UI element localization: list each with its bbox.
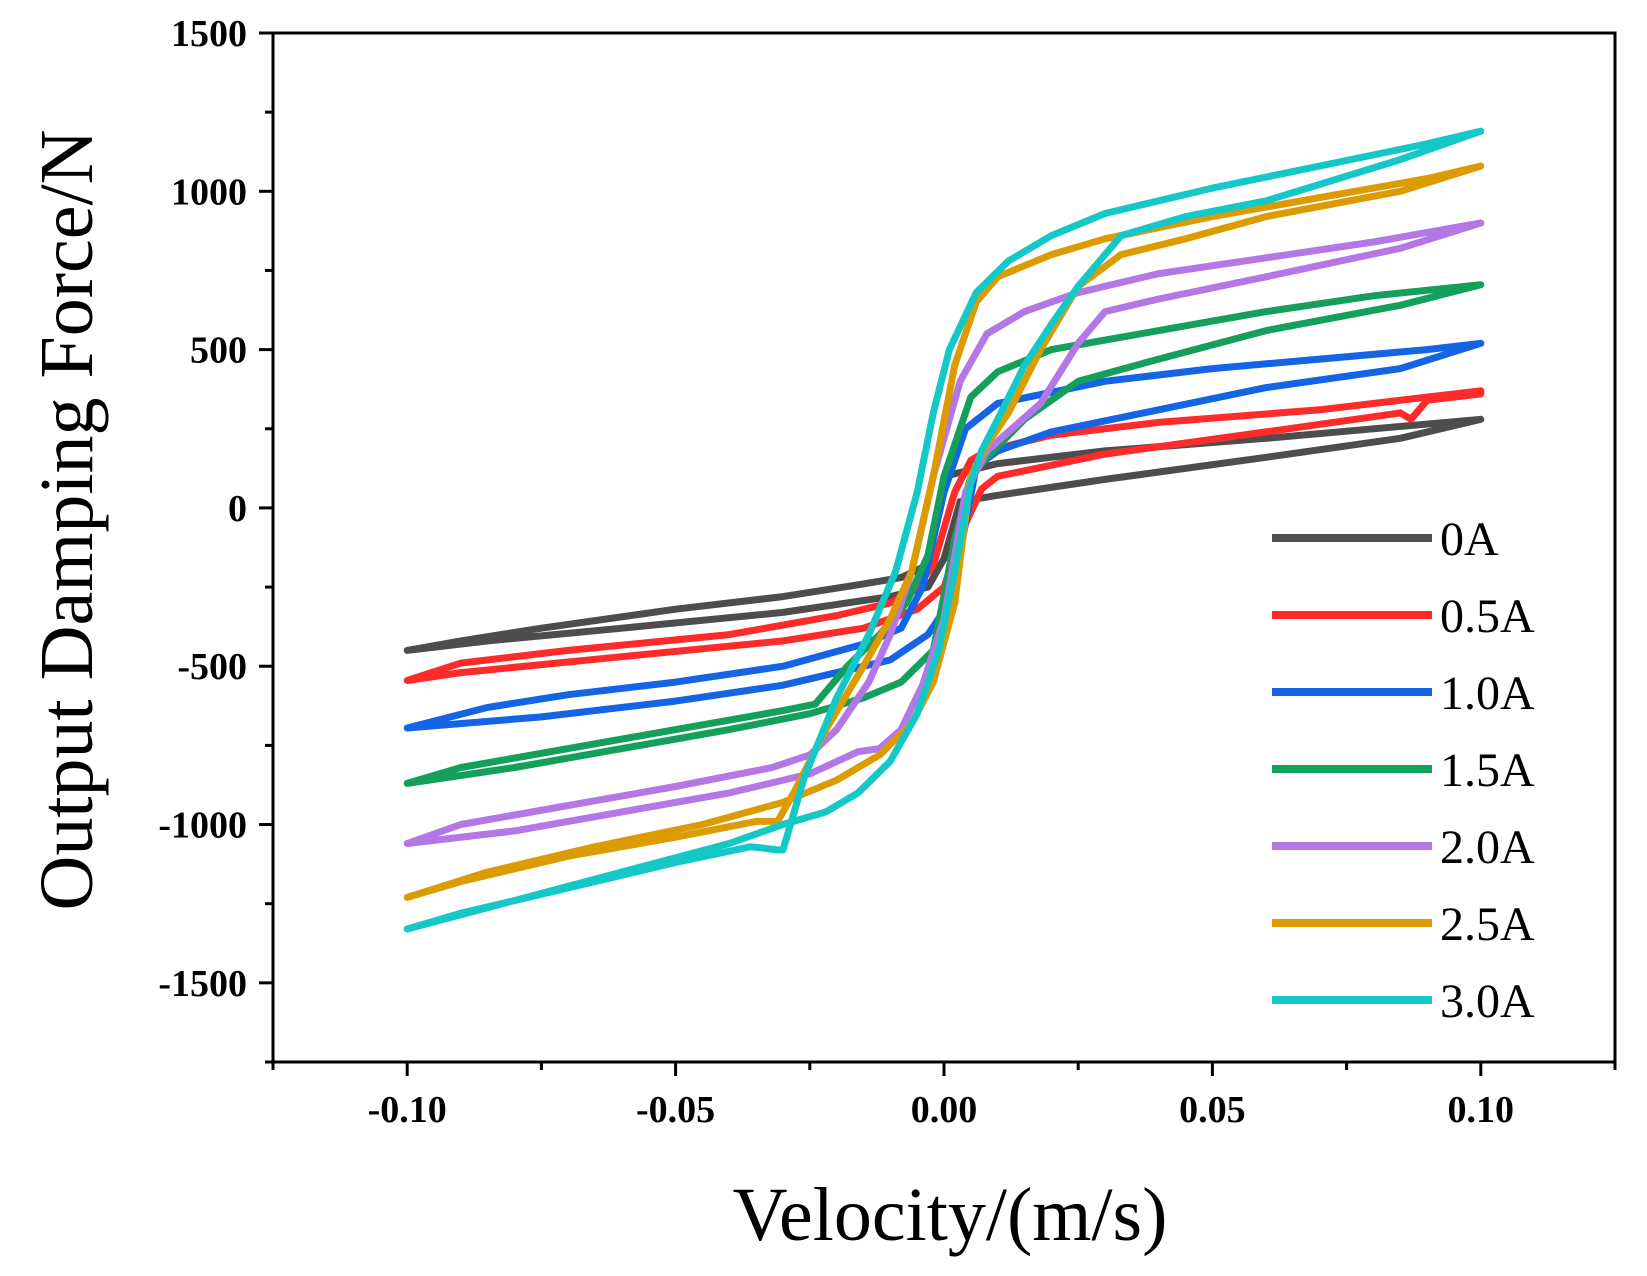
series-line-0A (403, 415, 1485, 654)
x-tick-label: -0.05 (636, 1089, 715, 1131)
x-tick-label: -0.10 (368, 1089, 447, 1131)
legend-label: 0A (1440, 513, 1499, 566)
legend-label: 2.5A (1440, 898, 1535, 951)
legend-item-2-0A: 2.0A (1272, 821, 1535, 874)
legend-item-0-5A: 0.5A (1272, 590, 1535, 643)
y-tick-label: 1000 (171, 171, 247, 213)
legend-label: 3.0A (1440, 975, 1535, 1028)
series-line-1-5A (403, 281, 1485, 787)
y-tick-label: -500 (177, 646, 247, 688)
y-tick-label: 0 (228, 488, 247, 530)
series-line-2-0A (403, 219, 1485, 847)
series-layer (403, 127, 1485, 933)
x-tick-label: 0.05 (1179, 1089, 1246, 1131)
legend-label: 0.5A (1440, 590, 1535, 643)
series-line-3-0A (403, 127, 1485, 933)
y-axis-title: Output Damping Force/N (25, 129, 109, 910)
legend-label: 2.0A (1440, 821, 1535, 874)
legend-item-1-0A: 1.0A (1272, 667, 1535, 720)
series-line-0-5A (403, 387, 1485, 684)
legend-label: 1.0A (1440, 667, 1535, 720)
legend: 0A 0.5A 1.0A 1.5A 2.0A 2.5A 3.0A (1272, 513, 1535, 1028)
x-axis-title: Velocity/(m/s) (733, 1173, 1168, 1257)
legend-item-3-0A: 3.0A (1272, 975, 1535, 1028)
legend-item-1-5A: 1.5A (1272, 744, 1535, 797)
series-line-1-0A (403, 339, 1485, 732)
legend-item-0A: 0A (1272, 513, 1499, 566)
legend-label: 1.5A (1440, 744, 1535, 797)
axes-layer: 1500 1000 500 0 -500 -1000 -1500 -0.10 -0.05 0.00… (158, 13, 1617, 1131)
y-tick-label: -1500 (158, 963, 247, 1005)
y-tick-label: -1000 (158, 805, 247, 847)
x-tick-label: 0.10 (1448, 1089, 1515, 1131)
y-tick-label: 500 (190, 330, 247, 372)
legend-item-2-5A: 2.5A (1272, 898, 1535, 951)
x-tick-label: 0.00 (911, 1089, 978, 1131)
y-tick-label: 1500 (171, 13, 247, 55)
